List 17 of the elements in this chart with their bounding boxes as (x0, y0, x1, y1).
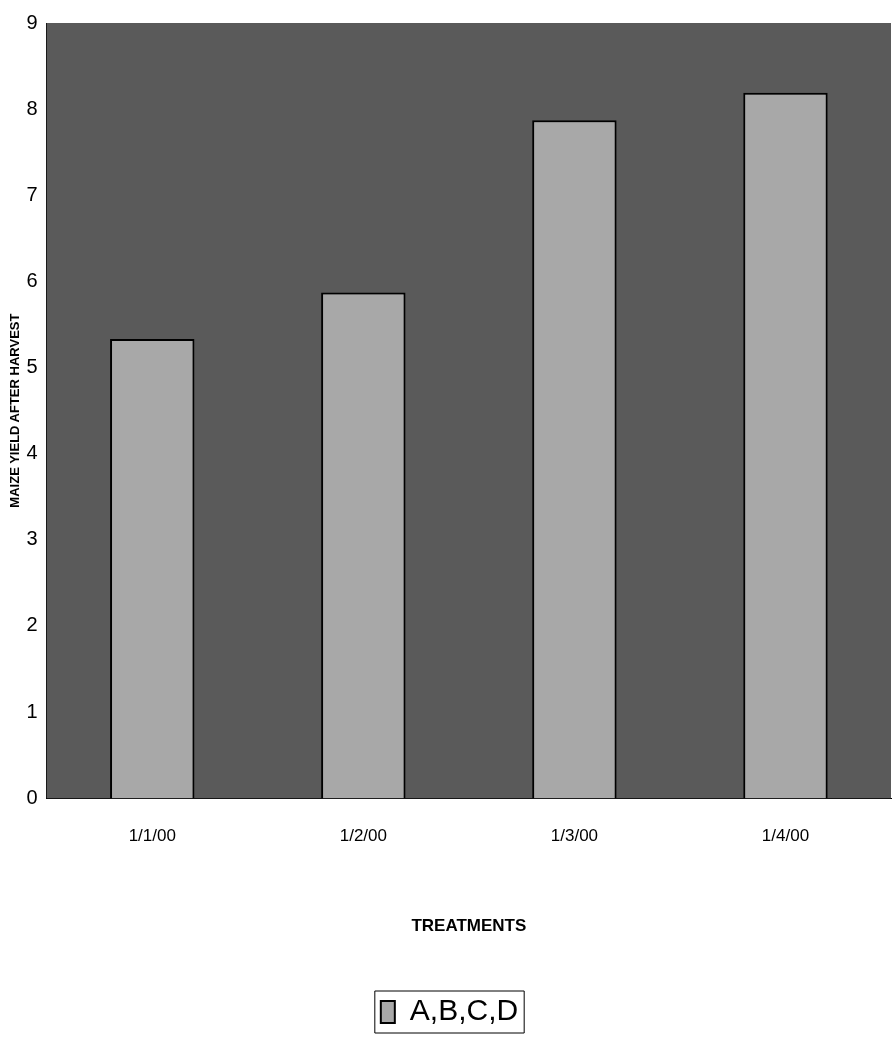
x-tick-label: 1/1/00 (128, 826, 176, 846)
x-tick-label: 1/2/00 (339, 826, 387, 846)
y-tick-label: 6 (26, 268, 38, 291)
y-tick-label: 2 (26, 613, 38, 636)
legend-label: A,B,C,D (409, 993, 519, 1027)
y-axis-title: MAIZE YIELD AFTER HARVEST (7, 313, 23, 508)
y-tick-label: 5 (26, 355, 38, 378)
x-tick-label: 1/4/00 (761, 826, 810, 846)
y-tick-label: 8 (26, 96, 38, 119)
y-tick-label: 1 (26, 699, 38, 722)
y-tick-label: 3 (26, 527, 38, 550)
y-tick-label: 4 (26, 441, 38, 464)
y-tick-label: 0 (26, 785, 38, 808)
x-tick-label: 1/3/00 (550, 826, 599, 846)
y-tick-label: 7 (26, 182, 38, 205)
y-tick-label: 9 (26, 10, 38, 33)
x-axis-title: TREATMENTS (411, 916, 527, 936)
